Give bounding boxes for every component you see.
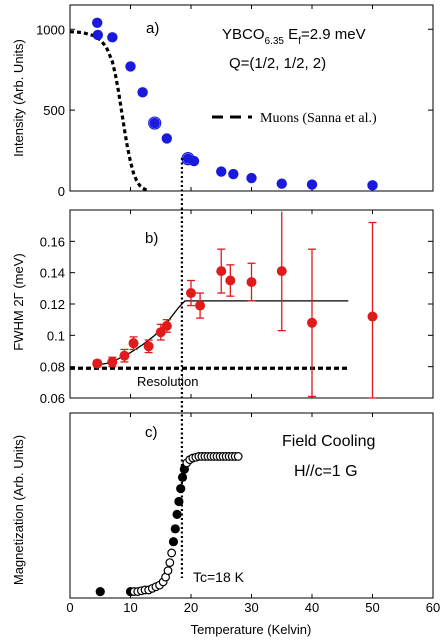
resolution-label: Resolution xyxy=(137,374,198,389)
panel-c-field-value: H//c=1 G xyxy=(294,463,358,480)
fwhm-point xyxy=(216,266,227,277)
intensity-point xyxy=(188,155,200,167)
fwhm-point xyxy=(367,311,378,322)
panel-b: 0.06 0.08 0.1 0.12 0.14 0.16 xyxy=(40,210,434,406)
fwhm-point xyxy=(128,338,139,349)
fwhm-point xyxy=(225,275,236,286)
intensity-point xyxy=(125,61,136,72)
intensity-point-ring xyxy=(148,116,162,130)
panel-a-label: a) xyxy=(146,20,159,37)
x-tick-label: 30 xyxy=(244,600,258,615)
fwhm-point xyxy=(186,288,196,299)
magnetization-point xyxy=(174,496,184,507)
magnetization-point xyxy=(170,524,180,534)
magnetization-point-open xyxy=(165,558,175,568)
magnetization-point-open xyxy=(163,566,173,576)
y-tick-label: 0.16 xyxy=(40,234,65,249)
panel-a: 0 500 1000 xyxy=(36,5,434,199)
intensity-point xyxy=(367,180,378,191)
fwhm-point xyxy=(92,358,103,369)
x-tick-label: 10 xyxy=(123,600,137,615)
fwhm-point xyxy=(195,300,206,311)
intensity-point xyxy=(161,133,172,144)
y-tick-label: 0.14 xyxy=(40,266,65,281)
intensity-point xyxy=(306,179,318,190)
y-tick-label: 0.06 xyxy=(40,391,65,406)
x-tick-label: 50 xyxy=(365,600,379,615)
intensity-point xyxy=(92,17,103,28)
x-tick-label: 0 xyxy=(66,600,73,615)
panel-a-q-label: Q=(1/2, 1/2, 2) xyxy=(229,55,326,72)
fwhm-point xyxy=(246,277,257,288)
panel-c-field-cooling: Field Cooling xyxy=(282,433,375,450)
fwhm-point xyxy=(143,341,154,352)
fwhm-point xyxy=(119,350,130,361)
panel-a-ylabel: Intensity (Arb. Units) xyxy=(11,39,26,157)
tc-label: Tc=18 K xyxy=(193,569,245,585)
fwhm-point xyxy=(107,356,118,367)
intensity-point xyxy=(107,32,118,43)
y-tick-label: 0.1 xyxy=(47,328,65,343)
fwhm-point xyxy=(276,266,287,277)
fwhm-point xyxy=(155,327,166,338)
magnetization-point xyxy=(168,537,179,547)
x-tick-label: 60 xyxy=(426,600,440,615)
panel-c: 0 10 20 30 40 50 60 xyxy=(66,413,440,615)
fwhm-point xyxy=(161,320,172,331)
y-tick-label: 0.08 xyxy=(40,360,65,375)
intensity-point xyxy=(228,168,239,180)
magnetization-point xyxy=(95,586,105,597)
x-tick-label: 20 xyxy=(184,600,198,615)
x-tick-label: 40 xyxy=(305,600,319,615)
magnetization-point xyxy=(177,472,188,482)
intensity-point xyxy=(246,172,257,184)
panel-c-frame xyxy=(69,412,434,599)
magnetization-point xyxy=(172,509,182,519)
y-tick-label: 1000 xyxy=(36,22,65,37)
panel-b-ylabel: FWHM 2Γ (meV) xyxy=(11,253,26,350)
intensity-point xyxy=(149,117,160,129)
y-tick-label: 0 xyxy=(58,184,65,199)
panel-c-label: c) xyxy=(145,424,158,441)
magnetization-point-open xyxy=(167,548,177,558)
panel-b-label: b) xyxy=(145,230,158,247)
legend-muons-label: Muons (Sanna et al.) xyxy=(260,111,377,126)
magnetization-point xyxy=(176,484,186,494)
muons-curve xyxy=(69,30,150,193)
x-axis-label: Temperature (Kelvin) xyxy=(191,622,312,637)
magnetization-point-open xyxy=(233,452,243,461)
panel-a-title: YBCO6.35 Ef=2.9 meV xyxy=(222,26,366,47)
y-tick-label: 500 xyxy=(43,103,65,118)
fwhm-point xyxy=(307,317,317,328)
fwhm-fit-line xyxy=(94,300,349,366)
intensity-point xyxy=(276,178,287,189)
intensity-point xyxy=(92,29,104,41)
y-tick-label: 0.12 xyxy=(40,297,65,312)
panel-b-frame xyxy=(69,209,434,399)
intensity-point xyxy=(216,166,227,177)
panel-c-ylabel: Magnetization (Arb. Units) xyxy=(11,435,26,585)
intensity-point xyxy=(137,87,148,98)
